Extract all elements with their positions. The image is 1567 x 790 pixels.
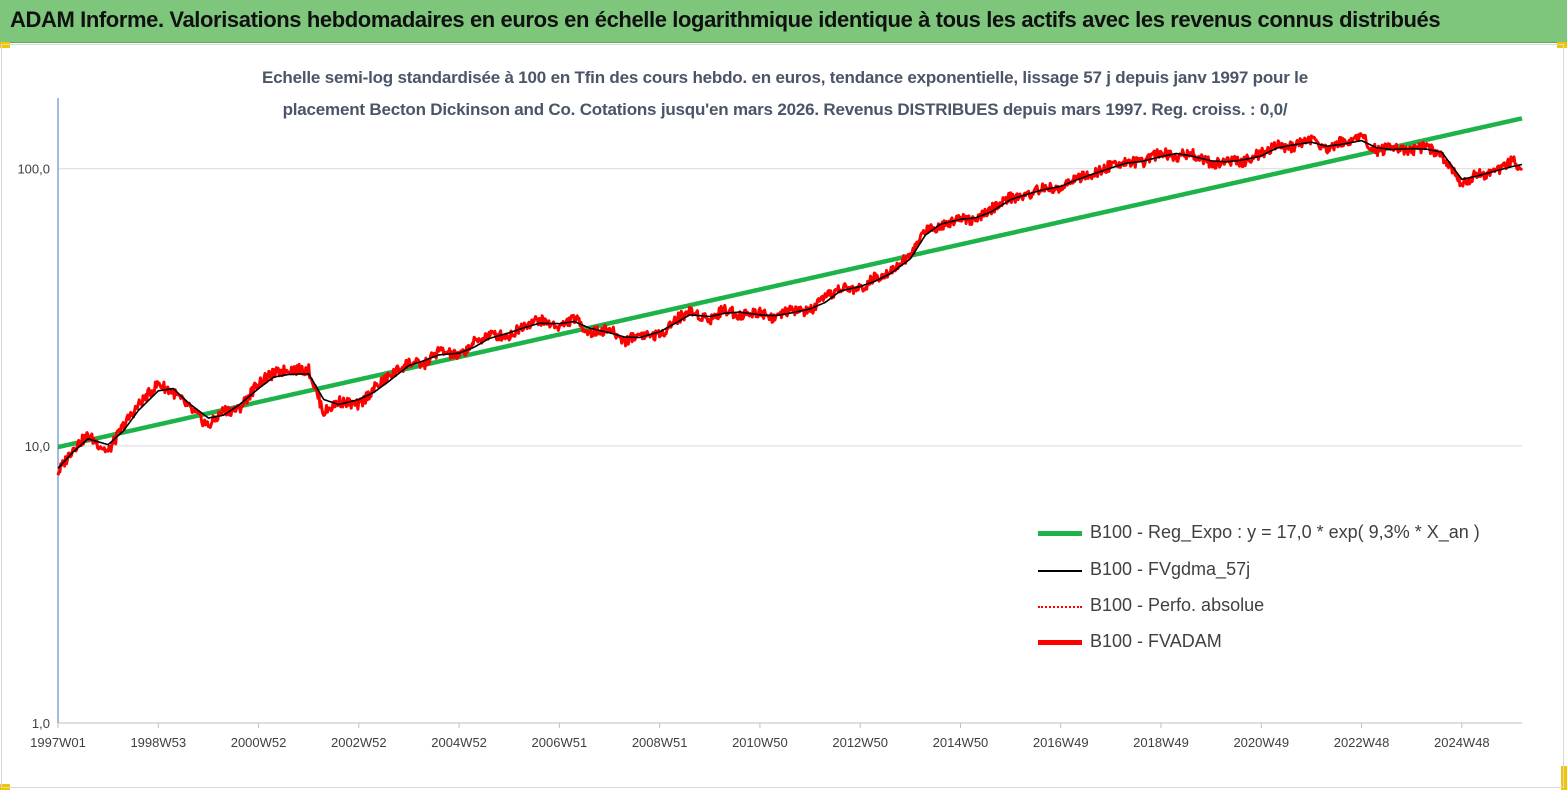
x-tick-label: 2018W49	[1133, 735, 1189, 750]
x-tick-label: 2024W48	[1434, 735, 1490, 750]
x-tick-label: 1998W53	[130, 735, 186, 750]
chart-title-line-1: Echelle semi-log standardisée à 100 en T…	[262, 68, 1308, 87]
x-tick-label: 2000W52	[231, 735, 287, 750]
x-tick-label: 2010W50	[732, 735, 788, 750]
x-tick-label: 2012W50	[832, 735, 888, 750]
chart-frame	[1, 44, 1564, 788]
legend-swatch-absolute	[1038, 606, 1082, 608]
series-line-solid-red	[56, 132, 1524, 476]
legend-swatch-fvadam	[1038, 640, 1082, 645]
x-tick-label: 2020W49	[1233, 735, 1289, 750]
x-tick-label: 2022W48	[1334, 735, 1390, 750]
corner-marker-top-right	[1557, 42, 1567, 48]
x-tick-label: 2008W51	[632, 735, 688, 750]
corner-marker-bottom-right	[1561, 766, 1567, 790]
legend-label-smoothed: B100 - FVgdma_57j	[1090, 559, 1251, 579]
legend-swatch-regression	[1038, 531, 1082, 536]
series-line-regression	[57, 116, 1523, 450]
x-tick-label: 2006W51	[532, 735, 588, 750]
y-tick-label: 10,0	[25, 439, 50, 454]
x-tick-label: 2016W49	[1033, 735, 1089, 750]
y-tick-label: 100,0	[17, 162, 50, 177]
page-title: ADAM Informe. Valorisations hebdomadaire…	[10, 7, 1441, 32]
header-banner: ADAM Informe. Valorisations hebdomadaire…	[0, 0, 1567, 43]
corner-marker-top-left	[0, 42, 10, 48]
x-tick-label: 2004W52	[431, 735, 487, 750]
x-tick-label: 2002W52	[331, 735, 387, 750]
chart-title-line-2: placement Becton Dickinson and Co. Cotat…	[282, 100, 1288, 119]
series-line-dotted	[57, 133, 1523, 476]
legend-label-regression: B100 - Reg_Expo : y = 17,0 * exp( 9,3% *…	[1090, 522, 1480, 542]
legend-swatch-smoothed	[1038, 570, 1082, 572]
y-tick-label: 1,0	[32, 716, 50, 731]
series-line-smoothed	[57, 139, 1523, 469]
x-tick-label: 2014W50	[933, 735, 989, 750]
x-tick-label: 1997W01	[30, 735, 86, 750]
legend-label-fvadam: B100 - FVADAM	[1090, 631, 1222, 651]
legend-label-absolute: B100 - Perfo. absolue	[1090, 595, 1265, 615]
